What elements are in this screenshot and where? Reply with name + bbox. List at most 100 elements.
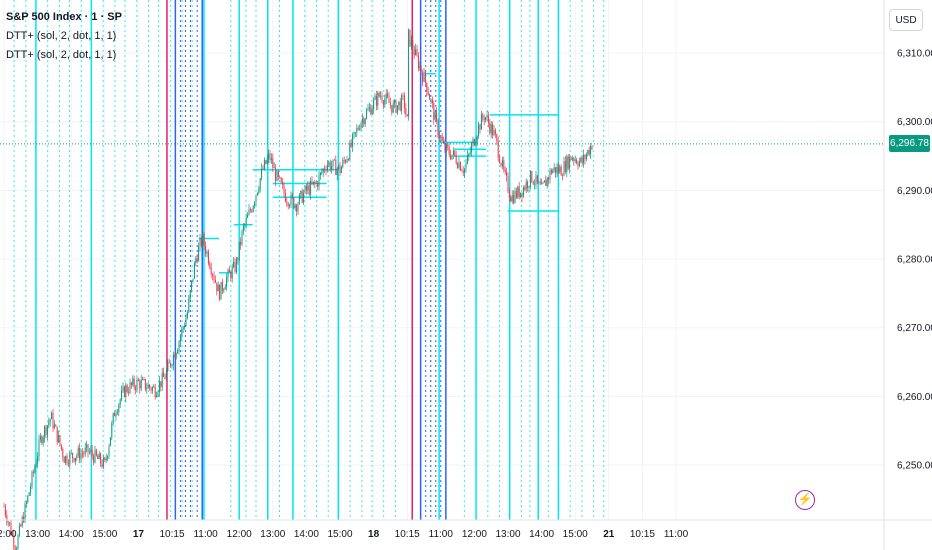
candle-body bbox=[259, 178, 261, 190]
candle-body bbox=[471, 144, 473, 153]
time-tick-label: 14:00 bbox=[529, 529, 554, 540]
price-tick-label: 6,310.00 bbox=[897, 49, 932, 60]
candle-body bbox=[424, 72, 426, 83]
candle-body bbox=[440, 136, 442, 139]
currency-button[interactable]: USD bbox=[889, 9, 923, 31]
candle-body bbox=[23, 517, 25, 522]
candle-body bbox=[444, 143, 446, 152]
price-tick-label: 6,270.00 bbox=[897, 323, 932, 334]
candle-body bbox=[235, 258, 237, 272]
session-lines bbox=[13, 0, 605, 520]
candle-body bbox=[143, 378, 145, 380]
candle-body bbox=[104, 457, 106, 461]
lightning-icon[interactable]: ⚡ bbox=[795, 490, 815, 510]
candle-body bbox=[503, 160, 505, 170]
candle-body bbox=[504, 169, 506, 172]
candle-body bbox=[146, 388, 148, 390]
candle-body bbox=[175, 353, 177, 358]
candle-body bbox=[101, 463, 103, 467]
candle-body bbox=[209, 263, 211, 269]
candle-body bbox=[170, 363, 172, 367]
candle-body bbox=[559, 166, 561, 172]
candle-body bbox=[254, 202, 256, 207]
indicator-label-1[interactable]: DTT+ (sol, 2, dot, 1, 1) bbox=[6, 30, 117, 42]
candle-body bbox=[88, 451, 90, 453]
candle-body bbox=[62, 448, 64, 458]
candle-body bbox=[256, 192, 258, 196]
time-tick-label: 15:00 bbox=[327, 529, 352, 540]
candle-body bbox=[550, 170, 552, 174]
candle-body bbox=[429, 94, 431, 100]
candle-body bbox=[207, 251, 209, 264]
candle-body bbox=[391, 105, 393, 113]
candle-body bbox=[168, 362, 170, 364]
candle-body bbox=[238, 241, 240, 260]
candle-body bbox=[266, 158, 268, 164]
candle-body bbox=[370, 107, 372, 115]
candle-body bbox=[149, 384, 151, 388]
candle-body bbox=[205, 245, 207, 254]
candle-body bbox=[422, 72, 424, 82]
candle-body bbox=[479, 124, 481, 130]
candle-body bbox=[142, 378, 144, 380]
candle-body bbox=[489, 123, 491, 134]
symbol-title[interactable]: S&P 500 Index · 1 · SP bbox=[6, 11, 122, 23]
candle-body bbox=[520, 192, 522, 198]
candle-body bbox=[359, 129, 361, 131]
candle-body bbox=[242, 226, 244, 231]
time-tick-label: 15:00 bbox=[92, 529, 117, 540]
time-tick-label: 11:00 bbox=[429, 529, 454, 540]
candle-body bbox=[314, 181, 316, 184]
candle-body bbox=[262, 168, 264, 170]
price-axis[interactable]: 6,250.00 6,260.00 6,270.00 6,280.00 6,290.00… bbox=[883, 0, 932, 550]
candle-body bbox=[160, 381, 162, 387]
candle-body bbox=[587, 150, 589, 155]
grid-lines bbox=[0, 0, 884, 520]
candle-body bbox=[9, 522, 11, 524]
candle-body bbox=[496, 134, 498, 141]
candle-body bbox=[137, 379, 139, 382]
candle-body bbox=[240, 241, 242, 245]
candle-body bbox=[475, 141, 477, 146]
candle-body bbox=[118, 404, 120, 413]
candle-body bbox=[311, 181, 313, 184]
candle-body bbox=[90, 449, 92, 452]
candle-body bbox=[77, 448, 79, 456]
candle-body bbox=[556, 166, 558, 174]
candle-body bbox=[60, 444, 62, 449]
candles bbox=[3, 28, 593, 550]
time-axis[interactable]: 12:00 13:00 14:00 15:00 17 10:15 11:00 12:00 13:… bbox=[0, 519, 932, 540]
candle-body bbox=[116, 412, 118, 414]
candle-body bbox=[203, 234, 205, 246]
candle-body bbox=[217, 284, 219, 292]
candle-body bbox=[321, 172, 323, 174]
candle-body bbox=[20, 525, 22, 527]
candle-body bbox=[403, 95, 405, 109]
candle-body bbox=[290, 194, 292, 206]
candle-body bbox=[48, 422, 50, 426]
candle-body bbox=[473, 139, 475, 146]
candle-body bbox=[51, 412, 53, 420]
candle-body bbox=[221, 281, 223, 291]
candle-body bbox=[492, 124, 494, 136]
candle-body bbox=[301, 190, 303, 203]
candle-body bbox=[508, 191, 510, 198]
candle-body bbox=[244, 224, 246, 227]
candle-body bbox=[354, 132, 356, 133]
candle-body bbox=[59, 435, 61, 445]
candle-body bbox=[552, 169, 554, 174]
time-tick-label: 11:00 bbox=[193, 529, 218, 540]
candle-body bbox=[303, 193, 305, 203]
time-tick-label: 12:00 bbox=[462, 529, 487, 540]
candle-body bbox=[46, 425, 48, 435]
time-tick-label: 14:00 bbox=[59, 529, 84, 540]
indicator-label-2[interactable]: DTT+ (sol, 2, dot, 1, 1) bbox=[6, 49, 117, 61]
time-tick-label: 11:00 bbox=[664, 529, 689, 540]
candle-body bbox=[543, 180, 545, 183]
candle-body bbox=[452, 150, 454, 155]
candle-body bbox=[163, 372, 165, 378]
candle-body bbox=[464, 168, 466, 174]
candle-body bbox=[233, 261, 235, 267]
